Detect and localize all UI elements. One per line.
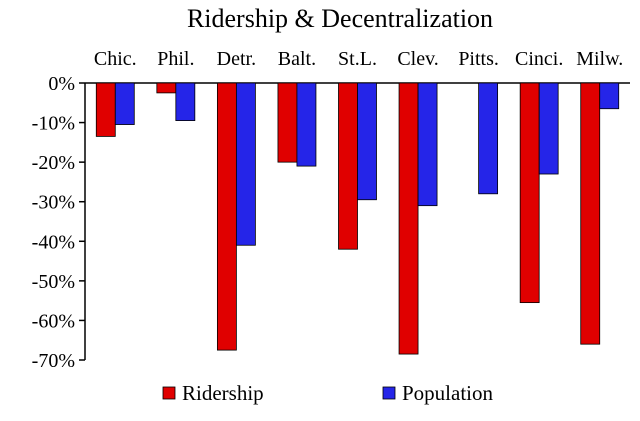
y-tick-label: -40% [32,231,75,253]
y-tick-label: -50% [32,271,75,293]
category-labels: Chic. Phil. Detr. Balt. St.L. Clev. Pitts. Cinc… [94,48,623,70]
chart-title: Ridership & Decentralization [187,4,493,33]
legend-label-population: Population [402,381,494,405]
bar-population-5 [417,82,438,207]
bar-population-2 [235,82,256,246]
category-label: Detr. [217,48,256,70]
y-tick-label: -20% [32,152,75,174]
category-label: Balt. [278,48,316,70]
legend: Ridership Population [162,381,494,405]
bar-population-6 [478,82,499,195]
bar-ridership-3 [277,82,298,163]
bars [95,82,620,355]
category-label: Milw. [576,48,623,70]
legend-swatch-population [382,386,396,400]
y-tick-label: -30% [32,192,75,214]
bar-population-1 [175,82,196,121]
bar-population-4 [357,82,377,201]
category-label: Chic. [94,48,137,70]
category-label: St.L. [338,48,377,70]
bar-ridership-2 [216,82,237,351]
category-label: Pitts. [458,48,499,70]
bar-ridership-0 [95,82,116,137]
bar-population-7 [538,82,559,175]
category-label: Cinci. [515,48,563,70]
bar-ridership-8 [580,82,601,345]
y-tick-label: -10% [32,113,75,135]
bar-ridership-7 [519,82,540,304]
category-label: Phil. [157,48,194,70]
y-tick-label: -60% [32,310,75,332]
bar-population-8 [599,82,620,110]
y-tick-label: 0% [48,73,75,95]
bar-ridership-4 [338,82,358,250]
y-tick-label: -70% [32,350,75,372]
bar-population-3 [296,82,317,167]
category-label: Clev. [397,48,438,70]
legend-swatch-ridership [162,386,176,400]
bar-ridership-5 [398,82,419,355]
bar-population-0 [114,82,135,125]
legend-label-ridership: Ridership [182,381,264,405]
bar-ridership-1 [156,82,177,94]
